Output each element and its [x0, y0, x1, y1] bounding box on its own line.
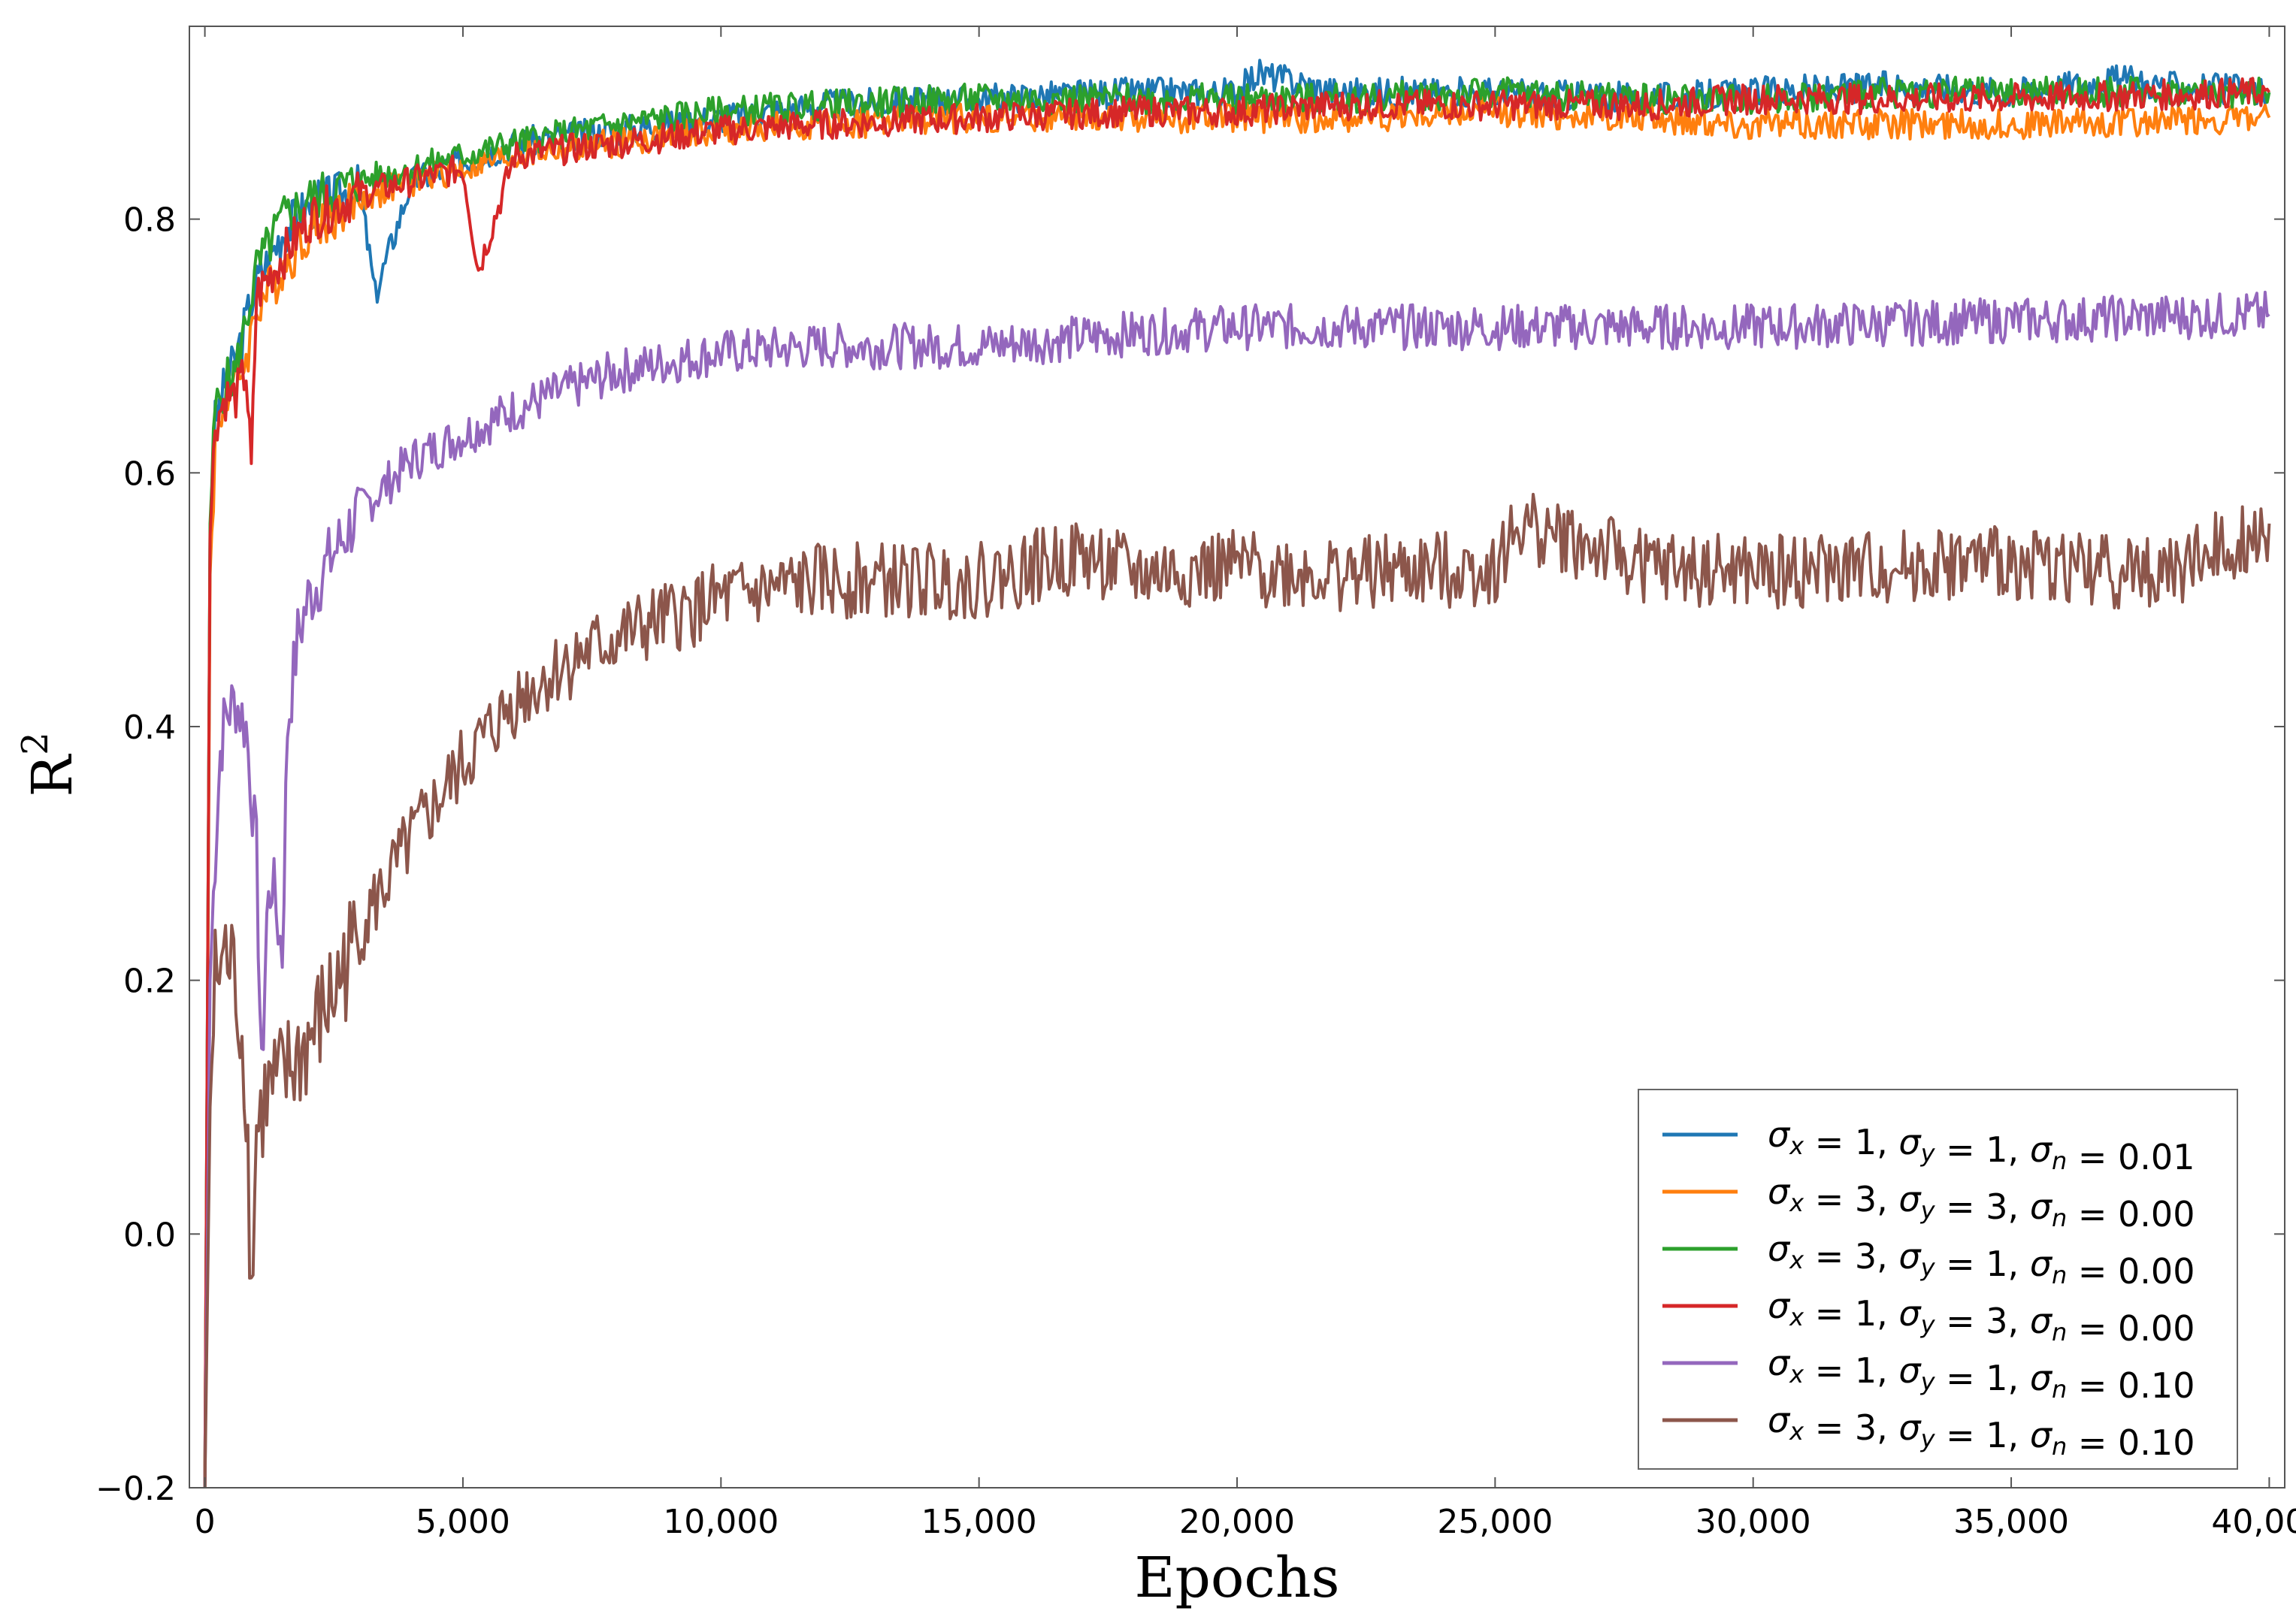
x-axis-title: Epochs	[1134, 1546, 1339, 1610]
series-line-6	[203, 492, 2271, 1488]
series-line-4	[203, 77, 2271, 1488]
y-axis-title-base: R	[20, 754, 85, 797]
legend-label: σx = 3, σy = 1, σn = 0.00	[1768, 1229, 2195, 1292]
legend-entry: σx = 3, σy = 1, σn = 0.10	[1662, 1400, 2195, 1463]
x-tick-label: 5,000	[416, 1503, 510, 1541]
legend-entry: σx = 1, σy = 3, σn = 0.00	[1662, 1286, 2195, 1349]
y-tick-label: −0.2	[95, 1470, 176, 1508]
series-layer	[203, 59, 2271, 1488]
y-tick-label: 0.8	[123, 201, 176, 240]
legend-entry: σx = 3, σy = 3, σn = 0.00	[1662, 1171, 2195, 1235]
x-tick-label: 15,000	[921, 1503, 1037, 1541]
y-tick-label: 0.4	[123, 709, 176, 747]
y-tick-label: 0.2	[123, 963, 176, 1001]
x-tick-label: 10,000	[663, 1503, 779, 1541]
legend-label: σx = 3, σy = 3, σn = 0.00	[1768, 1171, 2195, 1235]
series-line-5	[203, 290, 2270, 1488]
legend-box	[1638, 1089, 2238, 1470]
legend-label: σx = 1, σy = 1, σn = 0.01	[1768, 1114, 2195, 1177]
y-tick-label: 0.6	[123, 455, 176, 493]
x-tick-label: 40,000	[2211, 1503, 2296, 1541]
x-tick-label: 35,000	[1953, 1503, 2069, 1541]
tick-layer: 0 5,000 10,000 15,000 20,000 25,000 30,000 35,0…	[95, 26, 2296, 1541]
legend-label: σx = 1, σy = 1, σn = 0.10	[1768, 1343, 2195, 1406]
legend-entry: σx = 1, σy = 1, σn = 0.10	[1662, 1343, 2195, 1406]
y-tick-label: 0.0	[123, 1216, 176, 1254]
y-axis-title-superscript: 2	[14, 732, 56, 755]
x-tick-label: 30,000	[1696, 1503, 1811, 1541]
legend-label: σx = 3, σy = 1, σn = 0.10	[1768, 1400, 2195, 1463]
y-axis-title: R2	[14, 732, 85, 796]
x-tick-label: 20,000	[1179, 1503, 1295, 1541]
x-tick-label: 0	[195, 1503, 216, 1541]
x-tick-label: 25,000	[1437, 1503, 1553, 1541]
legend-entry: σx = 1, σy = 1, σn = 0.01	[1662, 1114, 2195, 1177]
legend-entry: σx = 3, σy = 1, σn = 0.00	[1662, 1229, 2195, 1292]
legend-label: σx = 1, σy = 3, σn = 0.00	[1768, 1286, 2195, 1349]
